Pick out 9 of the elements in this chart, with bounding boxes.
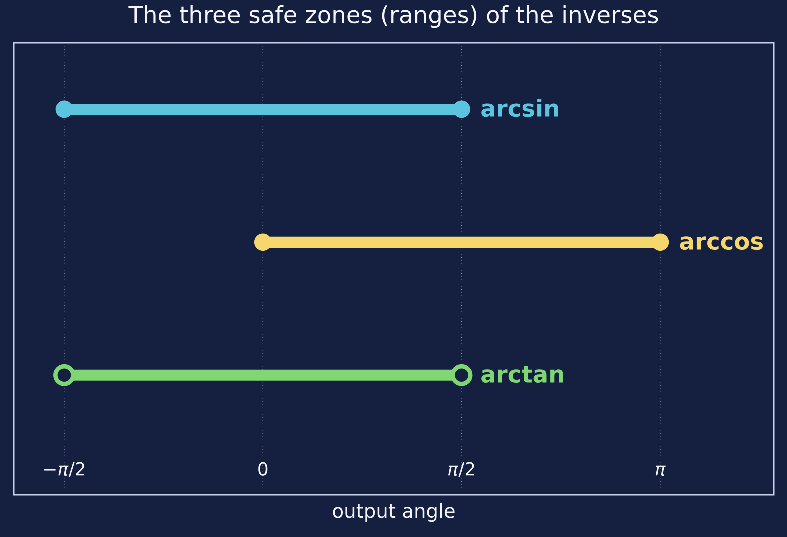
- chart-title: The three safe zones (ranges) of the inverses: [128, 6, 658, 28]
- x-tick-label: −π/2: [44, 462, 85, 478]
- x-tick-label: 0: [258, 462, 268, 476]
- y-tick-label: arccos: [680, 236, 763, 250]
- x-tick-label: π: [656, 466, 666, 476]
- y-tick-label: arctan: [482, 366, 564, 384]
- x-axis-title: output angle: [333, 503, 455, 522]
- x-tick-label: π/2: [448, 462, 474, 478]
- y-tick-label: arcsin: [482, 99, 558, 118]
